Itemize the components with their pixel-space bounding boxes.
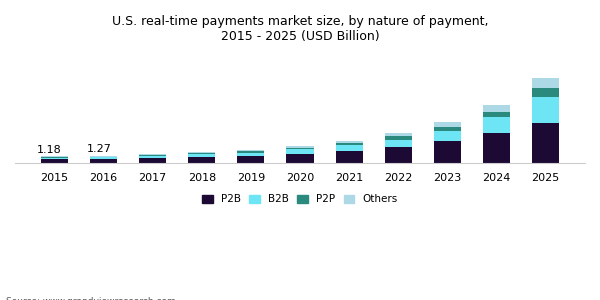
Bar <box>41 159 68 163</box>
Title: U.S. real-time payments market size, by nature of payment,
2015 - 2025 (USD Bill: U.S. real-time payments market size, by … <box>112 15 488 43</box>
Bar <box>41 157 68 158</box>
Bar <box>238 150 265 151</box>
Bar <box>238 156 265 163</box>
Bar <box>286 149 314 154</box>
Bar <box>286 148 314 149</box>
Bar <box>238 153 265 156</box>
Text: 1.18: 1.18 <box>37 145 62 155</box>
Bar <box>335 143 362 146</box>
Text: 1.27: 1.27 <box>86 145 111 154</box>
Legend: P2B, B2B, P2P, Others: P2B, B2B, P2P, Others <box>200 192 400 206</box>
Bar <box>188 153 215 154</box>
Bar <box>335 151 362 163</box>
Bar <box>188 154 215 157</box>
Bar <box>188 157 215 163</box>
Bar <box>385 147 412 163</box>
Bar <box>434 127 461 131</box>
Bar <box>90 157 117 159</box>
Text: Source: www.grandviewresearch.com: Source: www.grandviewresearch.com <box>6 297 176 300</box>
Bar <box>434 141 461 163</box>
Bar <box>139 155 166 156</box>
Bar <box>483 117 510 133</box>
Bar <box>483 133 510 163</box>
Bar <box>532 88 559 97</box>
Bar <box>385 136 412 140</box>
Bar <box>483 112 510 117</box>
Bar <box>41 158 68 159</box>
Bar <box>286 154 314 163</box>
Bar <box>434 131 461 141</box>
Bar <box>139 154 166 155</box>
Bar <box>139 158 166 163</box>
Bar <box>483 105 510 112</box>
Bar <box>139 156 166 158</box>
Bar <box>90 156 117 157</box>
Bar <box>385 140 412 147</box>
Bar <box>41 156 68 157</box>
Bar <box>532 123 559 163</box>
Bar <box>335 146 362 151</box>
Bar <box>188 152 215 153</box>
Bar <box>532 78 559 88</box>
Bar <box>335 141 362 143</box>
Bar <box>532 97 559 123</box>
Bar <box>286 146 314 148</box>
Bar <box>434 122 461 127</box>
Bar <box>90 159 117 163</box>
Bar <box>385 133 412 136</box>
Bar <box>238 151 265 153</box>
